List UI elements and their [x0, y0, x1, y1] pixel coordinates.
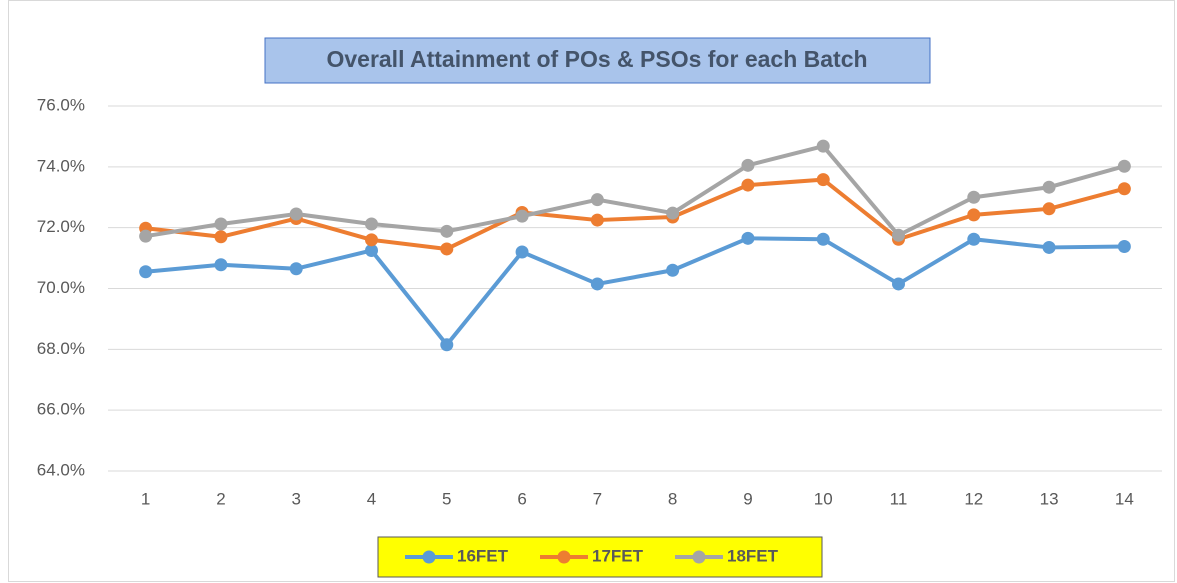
x-tick-label: 9 — [743, 489, 752, 508]
x-tick-label: 13 — [1040, 489, 1059, 508]
y-tick-label: 70.0% — [37, 278, 85, 297]
data-point — [365, 243, 378, 257]
data-point — [741, 178, 755, 192]
series-line — [145, 236, 1125, 347]
y-tick-label: 64.0% — [37, 460, 85, 479]
series-line — [145, 144, 1125, 239]
data-point — [816, 139, 830, 153]
legend-marker — [557, 550, 571, 564]
legend-label: 17FET — [592, 546, 644, 565]
data-point — [515, 209, 529, 223]
x-tick-label: 10 — [814, 489, 833, 508]
data-point — [214, 217, 228, 231]
data-point — [741, 231, 755, 245]
x-tick-label: 11 — [890, 489, 908, 508]
data-point — [214, 230, 228, 244]
data-point — [289, 207, 303, 221]
data-point — [666, 263, 680, 277]
data-point — [1117, 159, 1131, 173]
y-tick-label: 76.0% — [37, 95, 85, 114]
data-point — [365, 233, 378, 247]
data-point — [139, 265, 153, 279]
title-box — [264, 37, 931, 84]
y-tick-label: 72.0% — [37, 217, 85, 236]
data-point — [289, 262, 303, 276]
legend-label: 18FET — [727, 546, 779, 565]
y-tick-label: 74.0% — [37, 156, 85, 175]
data-point — [967, 208, 981, 222]
data-point — [139, 229, 153, 243]
data-point — [440, 338, 454, 352]
data-point — [892, 228, 905, 242]
data-point — [590, 213, 604, 227]
x-tick-label: 14 — [1115, 489, 1134, 508]
data-point — [741, 158, 755, 172]
y-tick-label: 68.0% — [37, 339, 85, 358]
y-tick-label: 66.0% — [37, 400, 85, 419]
x-tick-label: 1 — [141, 489, 150, 508]
data-point — [1117, 182, 1131, 196]
x-tick-label: 3 — [291, 489, 300, 508]
data-point — [590, 193, 604, 207]
x-tick-label: 5 — [442, 489, 451, 508]
x-tick-label: 7 — [593, 489, 602, 508]
x-tick-label: 12 — [964, 489, 983, 508]
data-point — [967, 190, 981, 204]
x-tick-label: 6 — [517, 489, 526, 508]
data-point — [515, 245, 529, 259]
data-point — [1042, 202, 1056, 216]
data-point — [1117, 240, 1131, 254]
data-point — [816, 232, 830, 246]
x-tick-label: 8 — [668, 489, 677, 508]
data-point — [1042, 240, 1056, 254]
data-point — [666, 206, 680, 220]
legend-label: 16FET — [457, 546, 509, 565]
data-point — [214, 258, 228, 272]
data-point — [892, 277, 905, 291]
data-point — [590, 277, 604, 291]
x-tick-label: 2 — [216, 489, 225, 508]
x-tick-label: 4 — [367, 489, 376, 508]
chart-title: Overall Attainment of POs & PSOs for eac… — [326, 46, 867, 72]
data-point — [816, 173, 830, 187]
legend-marker — [692, 550, 706, 564]
data-point — [1042, 180, 1056, 194]
chart-frame — [8, 0, 1175, 582]
data-point — [365, 217, 378, 231]
legend-marker — [422, 550, 436, 564]
data-point — [440, 242, 454, 256]
series-line — [145, 177, 1125, 251]
data-point — [440, 224, 454, 238]
data-point — [967, 232, 981, 246]
